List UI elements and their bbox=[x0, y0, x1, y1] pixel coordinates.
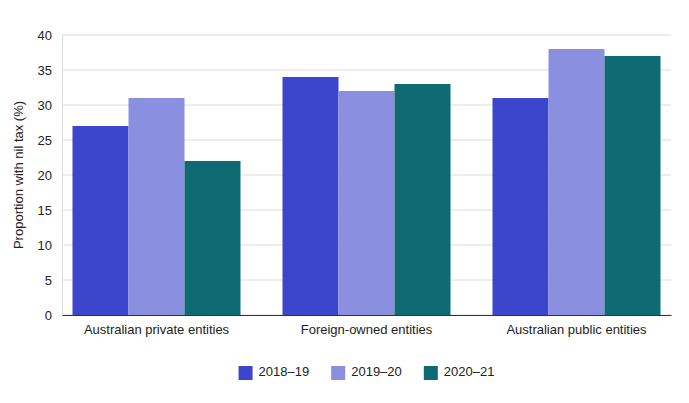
y-tick-label: 5 bbox=[45, 273, 52, 288]
y-tick-label: 15 bbox=[38, 203, 52, 218]
bar bbox=[549, 49, 605, 315]
legend-swatch bbox=[331, 366, 345, 380]
y-tick: 5 bbox=[45, 273, 62, 288]
legend-label: 2020–21 bbox=[444, 364, 495, 379]
y-tick: 0 bbox=[45, 308, 62, 323]
bar bbox=[185, 161, 241, 315]
y-axis-title: Proportion with nil tax (%) bbox=[11, 101, 26, 249]
y-tick: 30 bbox=[38, 98, 62, 113]
grid bbox=[62, 35, 671, 315]
y-tick-label: 30 bbox=[38, 98, 52, 113]
y-tick: 35 bbox=[38, 63, 62, 78]
bar bbox=[283, 77, 339, 315]
legend-swatch bbox=[424, 366, 438, 380]
y-axis: 0 5 10 15 20 25 30 35 40 bbox=[38, 28, 63, 323]
legend-swatch bbox=[239, 366, 253, 380]
x-tick-label: Foreign-owned entities bbox=[301, 322, 433, 337]
y-tick-label: 40 bbox=[38, 28, 52, 43]
legend: 2018–19 2019–20 2020–21 bbox=[239, 364, 495, 380]
y-tick-label: 25 bbox=[38, 133, 52, 148]
y-axis-line bbox=[62, 36, 63, 316]
bar bbox=[339, 91, 395, 315]
legend-label: 2018–19 bbox=[259, 364, 310, 379]
plot: 0 5 10 15 20 25 30 35 40 Australian private entit… bbox=[38, 28, 672, 338]
legend-label: 2019–20 bbox=[351, 364, 402, 379]
y-tick: 15 bbox=[38, 203, 62, 218]
y-tick-label: 0 bbox=[45, 308, 52, 323]
grid-line bbox=[62, 35, 671, 36]
bars bbox=[73, 49, 661, 315]
y-tick-label: 35 bbox=[38, 63, 52, 78]
x-tick-label: Australian public entities bbox=[506, 322, 647, 337]
bar bbox=[129, 98, 185, 315]
y-tick-label: 20 bbox=[38, 168, 52, 183]
legend-item: 2019–20 bbox=[331, 364, 402, 380]
bar bbox=[493, 98, 549, 315]
x-tick-label: Australian private entities bbox=[84, 322, 230, 337]
x-tick: Australian private entities bbox=[84, 315, 230, 337]
chart: 0 5 10 15 20 25 30 35 40 Australian private entit… bbox=[0, 0, 689, 403]
y-tick-label: 10 bbox=[38, 238, 52, 253]
y-tick: 40 bbox=[38, 28, 62, 43]
legend-item: 2018–19 bbox=[239, 364, 310, 380]
y-tick: 10 bbox=[38, 238, 62, 253]
x-tick: Australian public entities bbox=[506, 315, 647, 337]
bar bbox=[395, 84, 451, 315]
x-axis: Australian private entities Foreign-owned… bbox=[63, 315, 672, 337]
legend-item: 2020–21 bbox=[424, 364, 495, 380]
y-tick: 25 bbox=[38, 133, 62, 148]
bar bbox=[605, 56, 661, 315]
bar bbox=[73, 126, 129, 315]
x-tick: Foreign-owned entities bbox=[301, 315, 433, 337]
x-axis-line bbox=[63, 315, 672, 316]
y-tick: 20 bbox=[38, 168, 62, 183]
